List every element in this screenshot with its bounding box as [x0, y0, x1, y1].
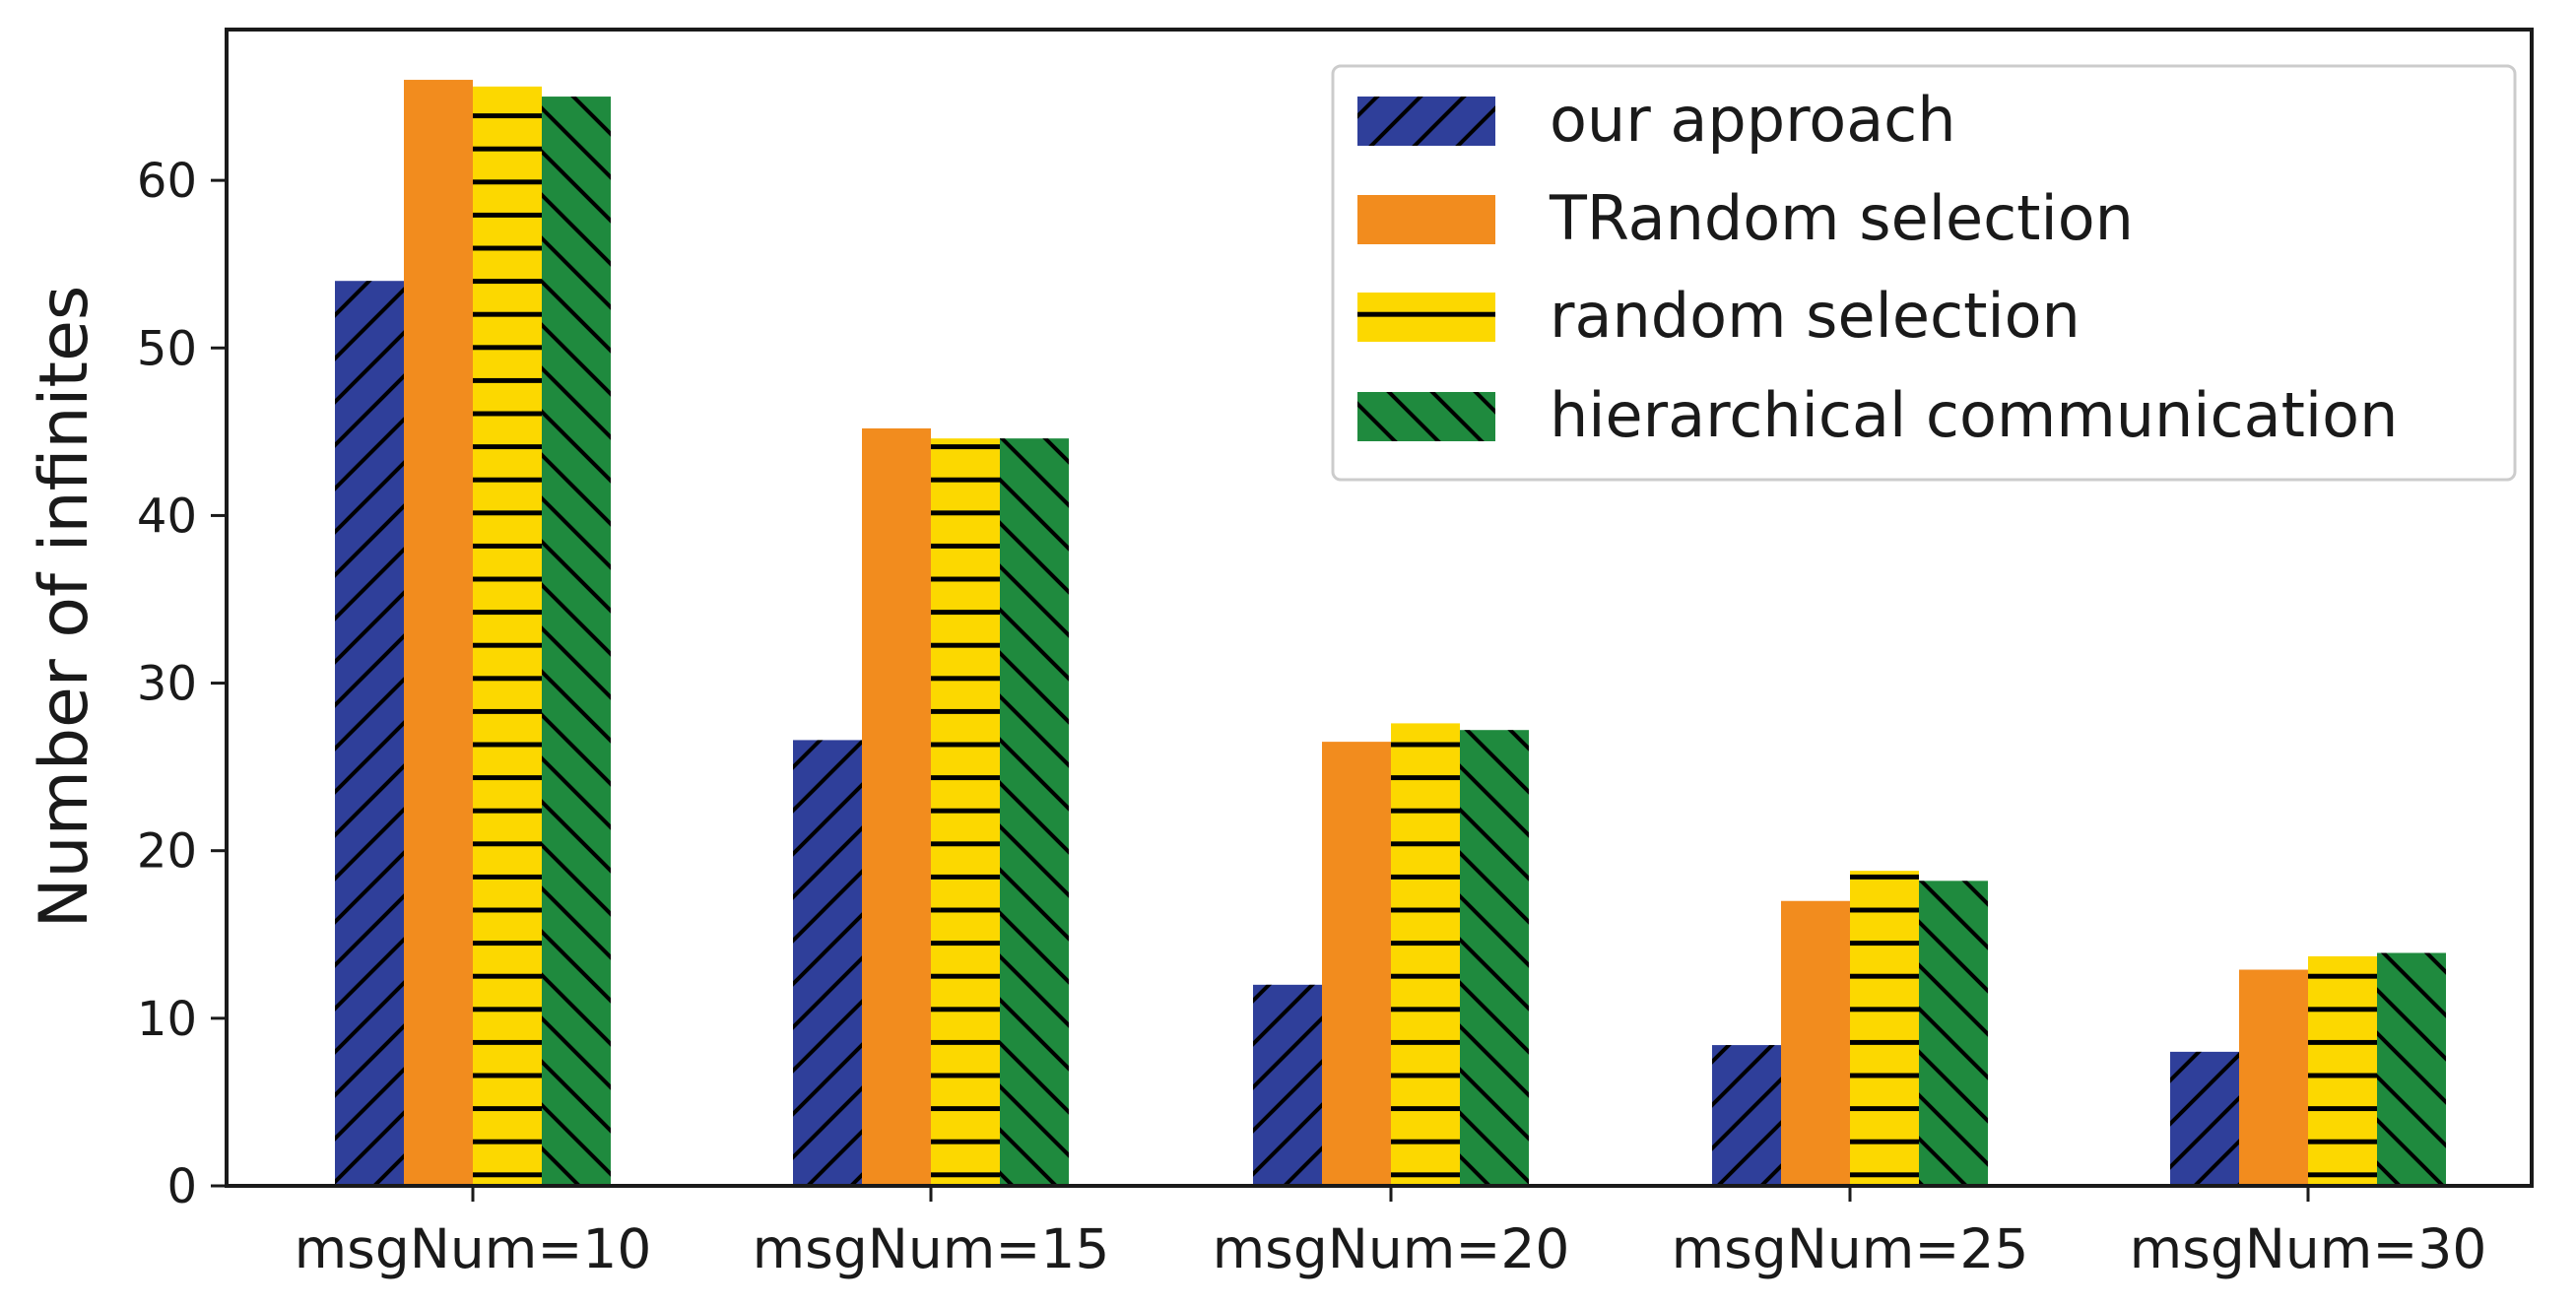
y-axis: 0 10 20 30 40 50 60 — [137, 154, 227, 1214]
x-tick-label-msgnum-15: msgNum=15 — [753, 1217, 1110, 1280]
y-tick-label: 10 — [137, 992, 197, 1047]
plot-frame — [225, 28, 2534, 1188]
y-axis-label: Number of infinites — [26, 286, 103, 929]
bar-hatch-hierarchical-communication-msgnum-30 — [2377, 952, 2446, 1186]
y-tick-label: 60 — [137, 154, 197, 209]
legend-label-our-approach: our approach — [1550, 84, 1956, 156]
legend: our approach TRandom selection random sele… — [1331, 64, 2517, 482]
bar-hatch-our-approach-msgnum-30 — [2170, 1051, 2239, 1186]
bar-hatch-random-selection-msgnum-30 — [2308, 955, 2377, 1186]
bar-hatch-hierarchical-communication-msgnum-10 — [542, 97, 611, 1186]
bar-trandom-selection-msgnum-10 — [404, 80, 473, 1187]
x-tick-label-msgnum-25: msgNum=25 — [1672, 1217, 2029, 1280]
bars-layer — [335, 80, 2446, 1187]
legend-swatch-hatch-random-selection — [1357, 293, 1495, 342]
y-tick-label: 0 — [166, 1159, 197, 1214]
bar-hatch-our-approach-msgnum-25 — [1712, 1045, 1781, 1186]
bar-hatch-our-approach-msgnum-20 — [1253, 984, 1322, 1186]
legend-label-trandom-selection: TRandom selection — [1549, 182, 2134, 254]
bar-trandom-selection-msgnum-20 — [1322, 742, 1391, 1186]
bar-trandom-selection-msgnum-30 — [2239, 969, 2308, 1186]
y-tick-label: 40 — [137, 489, 197, 544]
bar-hatch-hierarchical-communication-msgnum-25 — [1919, 881, 1988, 1186]
bar-trandom-selection-msgnum-15 — [862, 427, 931, 1186]
bar-hatch-hierarchical-communication-msgnum-20 — [1460, 730, 1529, 1186]
bar-hatch-random-selection-msgnum-25 — [1850, 871, 1919, 1186]
bar-hatch-our-approach-msgnum-10 — [335, 281, 404, 1186]
bar-hatch-random-selection-msgnum-20 — [1391, 723, 1460, 1186]
bar-hatch-random-selection-msgnum-15 — [931, 438, 1000, 1186]
x-axis: msgNum=10 msgNum=15 msgNum=20 msgNum=25 msgN… — [295, 1186, 2487, 1280]
bar-hatch-our-approach-msgnum-15 — [793, 740, 862, 1186]
y-tick-label: 20 — [137, 824, 197, 880]
bar-hatch-random-selection-msgnum-10 — [473, 86, 542, 1187]
legend-swatch-hatch-hierarchical-communication — [1357, 392, 1495, 441]
x-tick-label-msgnum-10: msgNum=10 — [295, 1217, 652, 1280]
legend-label-random-selection: random selection — [1550, 280, 2081, 352]
legend-label-hierarchical-communication: hierarchical communication — [1550, 379, 2398, 451]
x-tick-label-msgnum-20: msgNum=20 — [1213, 1217, 1570, 1280]
legend-swatch-trandom-selection — [1357, 195, 1495, 244]
x-tick-label-msgnum-30: msgNum=30 — [2130, 1217, 2487, 1280]
legend-frame — [1331, 64, 2517, 482]
bar-hatch-hierarchical-communication-msgnum-15 — [1000, 438, 1069, 1186]
y-tick-label: 50 — [137, 321, 197, 376]
y-tick-label: 30 — [137, 657, 197, 712]
legend-swatch-hatch-our-approach — [1357, 97, 1495, 146]
bar-trandom-selection-msgnum-25 — [1781, 900, 1850, 1186]
